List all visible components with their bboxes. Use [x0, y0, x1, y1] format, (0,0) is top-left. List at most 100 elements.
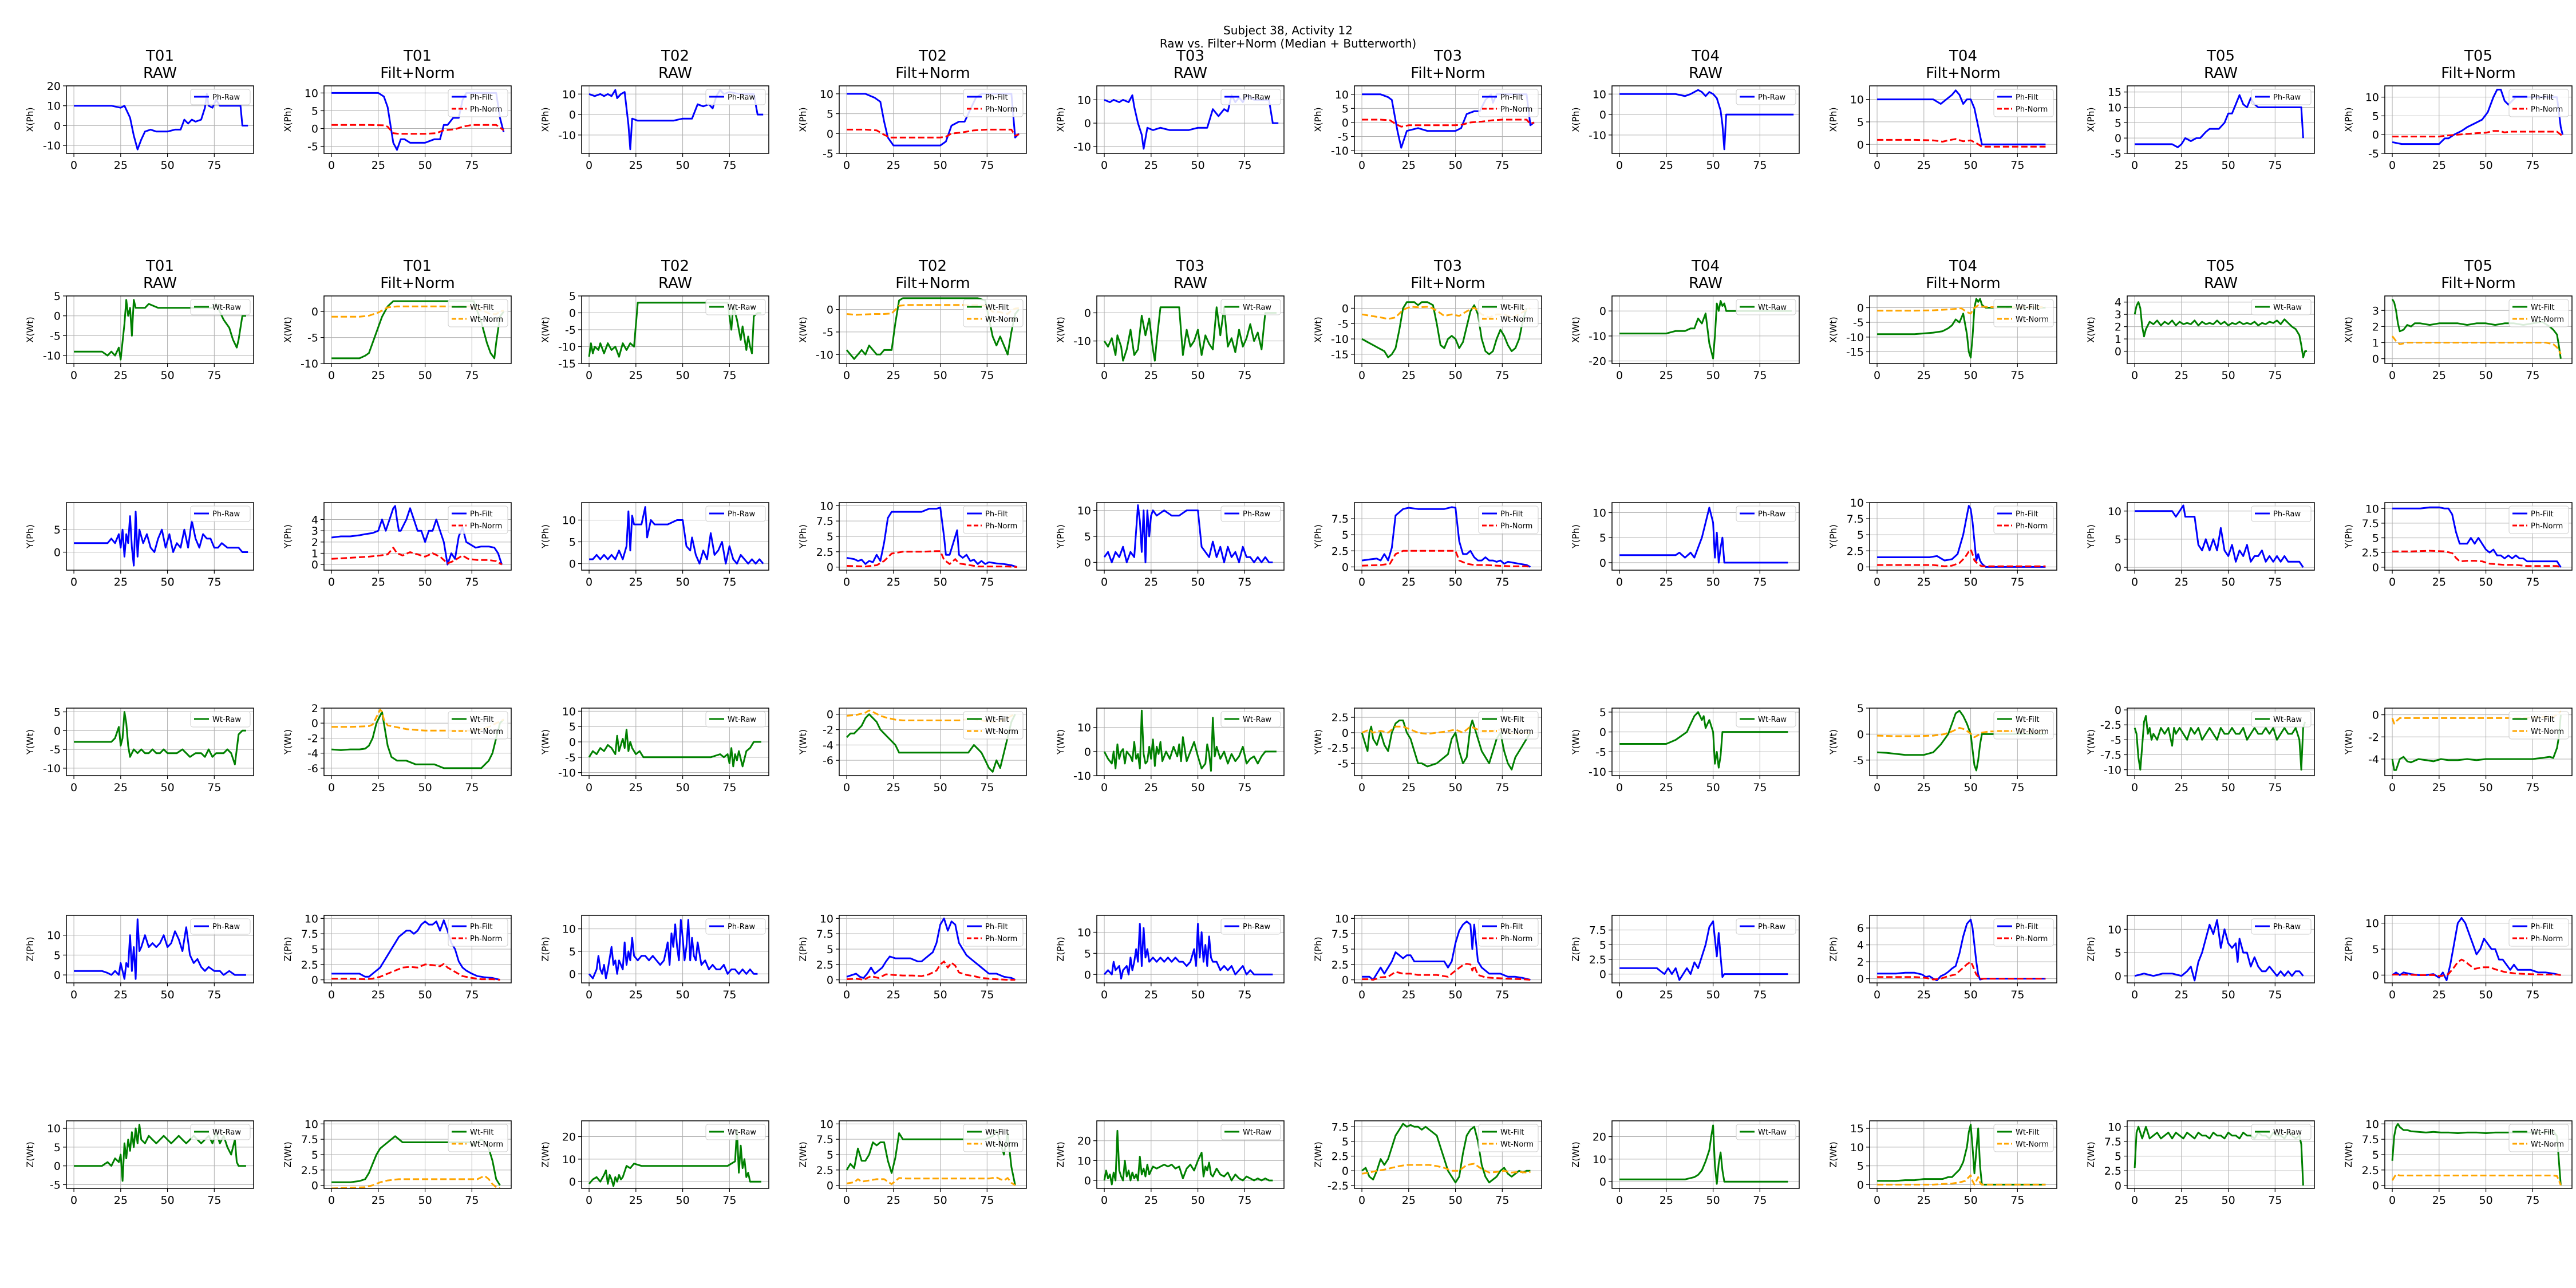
- y-axis-label: Z(Ph): [25, 937, 35, 961]
- y-tick-label: -10: [1073, 770, 1091, 783]
- y-tick-label: 5: [54, 706, 61, 719]
- y-tick-label: 2.5: [1332, 545, 1349, 558]
- y-tick-label: 20: [562, 1131, 576, 1144]
- x-tick-label: 75: [980, 1194, 994, 1207]
- legend: Ph-Filt Ph-Norm: [1478, 918, 1539, 947]
- legend-entry: Wt-Norm: [2016, 1140, 2049, 1149]
- panel-title-line-1: T01: [403, 48, 432, 65]
- legend: Ph-Filt Ph-Norm: [2508, 918, 2569, 947]
- legend: Wt-Raw: [705, 299, 766, 315]
- axes-frame: [839, 1120, 1027, 1189]
- subplot-46: 0 25 50 75 0 2.5 5 7.5 10 Z(Ph) Ph-Filt Ph-Norm: [1313, 912, 1542, 1001]
- y-tick-label: 5: [1599, 706, 1606, 719]
- series-line-wt-norm: [846, 1176, 1016, 1186]
- y-tick-label: 10: [1077, 1155, 1091, 1167]
- x-tick-label: 75: [2526, 159, 2539, 172]
- y-axis-label: X(Wt): [540, 317, 551, 343]
- legend: Ph-Filt Ph-Norm: [1993, 505, 2054, 534]
- x-tick-label: 75: [722, 159, 736, 172]
- x-tick-label: 75: [2268, 369, 2282, 382]
- legend-entry: Ph-Filt: [470, 923, 493, 931]
- y-axis-label: Y(Ph): [797, 524, 808, 549]
- y-tick-label: 0: [1342, 1165, 1349, 1178]
- legend: Ph-Raw: [1220, 505, 1281, 522]
- x-tick-label: 0: [1358, 781, 1365, 794]
- legend-box: [1220, 711, 1281, 728]
- panel-title-line-1: T02: [661, 258, 689, 275]
- x-tick-label: 75: [1753, 1194, 1767, 1207]
- legend-entry: Ph-Filt: [985, 93, 1008, 102]
- x-tick-label: 50: [1448, 576, 1462, 588]
- x-tick-label: 50: [2479, 369, 2492, 382]
- x-tick-label: 25: [372, 989, 385, 1001]
- y-tick-label: 10: [1335, 912, 1349, 925]
- x-tick-label: 75: [2526, 576, 2539, 588]
- y-tick-label: 5: [1084, 531, 1091, 543]
- axes-frame: [66, 502, 254, 571]
- legend-entry: Wt-Norm: [2531, 1140, 2564, 1149]
- legend-entry: Wt-Raw: [1243, 716, 1271, 724]
- x-tick-label: 75: [2010, 159, 2024, 172]
- x-tick-label: 0: [1874, 1194, 1880, 1207]
- y-tick-label: 5: [1084, 947, 1091, 960]
- legend-box: [1736, 1124, 1796, 1140]
- series-line-wt-norm: [1877, 1174, 2046, 1186]
- panel-title-line-2: Filt+Norm: [380, 65, 455, 82]
- subplot-30: 0 25 50 75 0 2.5 5 7.5 10 Y(Ph) Ph-Filt Ph-Norm: [2343, 502, 2573, 588]
- y-axis-label: Z(Ph): [540, 937, 551, 961]
- y-tick-label: 0: [1599, 1176, 1606, 1188]
- x-tick-label: 25: [372, 781, 385, 794]
- axes-frame: [2384, 295, 2573, 364]
- series-line-wt-filt: [331, 300, 505, 359]
- x-tick-label: 25: [629, 159, 643, 172]
- y-tick-label: 20: [1077, 1135, 1091, 1148]
- legend-box: [705, 89, 766, 105]
- x-tick-label: 0: [586, 989, 592, 1001]
- axes-frame: [1354, 295, 1542, 364]
- y-tick-label: 7.5: [1332, 928, 1349, 941]
- y-tick-label: 20: [1593, 1131, 1606, 1144]
- x-tick-label: 25: [2175, 369, 2188, 382]
- panel-title-line-2: RAW: [658, 65, 692, 82]
- y-tick-label: 5: [2115, 534, 2121, 546]
- x-tick-label: 0: [2131, 576, 2138, 588]
- x-tick-label: 25: [629, 781, 643, 794]
- series-line-wt-norm: [331, 709, 504, 732]
- legend-entry: Wt-Raw: [212, 303, 241, 312]
- x-tick-label: 50: [2479, 576, 2492, 588]
- y-tick-label: 0: [1342, 727, 1349, 740]
- series-line-ph-norm: [2392, 130, 2563, 137]
- legend: Wt-Raw: [190, 1124, 251, 1140]
- y-tick-label: -5: [823, 148, 833, 160]
- y-tick-label: 0: [54, 547, 61, 559]
- legend: Wt-Filt Wt-Norm: [963, 299, 1024, 327]
- y-tick-label: -10: [1073, 335, 1091, 348]
- x-tick-label: 50: [1191, 369, 1204, 382]
- series-line-ph-norm: [846, 961, 1016, 981]
- x-tick-label: 25: [1660, 1194, 1673, 1207]
- x-tick-label: 0: [1616, 1194, 1623, 1207]
- legend-entry: Ph-Raw: [1243, 93, 1270, 102]
- x-tick-label: 0: [328, 369, 335, 382]
- subplot-33: 0 25 50 75 -10 -5 0 5 10 Y(Wt) Wt-Raw: [540, 705, 769, 794]
- x-tick-label: 75: [207, 369, 221, 382]
- y-tick-label: 10: [1077, 927, 1091, 939]
- legend: Wt-Filt Wt-Norm: [2508, 711, 2569, 740]
- series-line-wt-norm: [331, 305, 504, 318]
- series-line-wt-norm: [1361, 1163, 1531, 1175]
- x-tick-label: 50: [160, 781, 174, 794]
- y-tick-label: 0: [1857, 139, 1864, 151]
- y-tick-label: 5: [827, 108, 833, 121]
- axes-frame: [2384, 85, 2573, 154]
- axes-frame: [1869, 708, 2057, 776]
- x-tick-label: 0: [2389, 576, 2396, 588]
- panel-title-line-1: T01: [145, 48, 174, 65]
- y-tick-label: -2: [307, 732, 318, 745]
- legend: Wt-Filt Wt-Norm: [963, 711, 1024, 740]
- series-line-ph-norm: [1362, 118, 1535, 128]
- legend: Ph-Raw: [1736, 89, 1796, 105]
- x-tick-label: 75: [2268, 781, 2282, 794]
- x-tick-label: 50: [160, 989, 174, 1001]
